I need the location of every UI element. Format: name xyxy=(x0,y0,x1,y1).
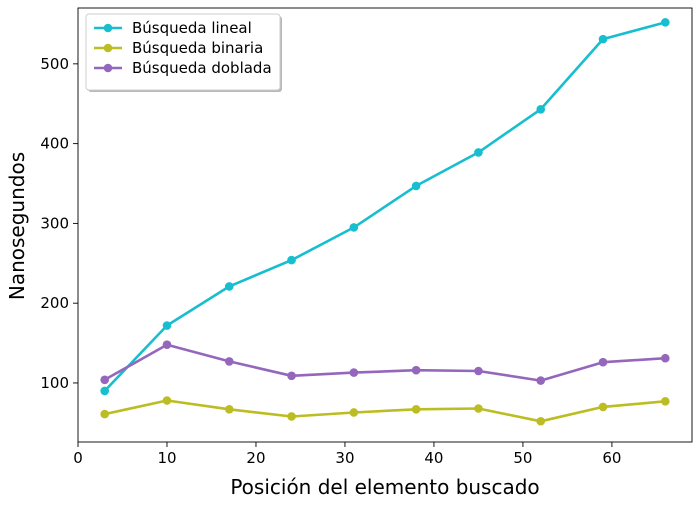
data-point xyxy=(162,321,172,330)
plot-frame xyxy=(77,7,693,443)
data-point xyxy=(349,368,359,377)
data-point xyxy=(224,357,234,366)
legend-marker xyxy=(103,23,113,33)
data-point xyxy=(661,18,670,27)
data-point xyxy=(349,408,359,417)
data-point xyxy=(411,365,421,375)
data-point xyxy=(411,181,421,191)
data-point xyxy=(100,375,109,385)
x-tick-label: 10 xyxy=(157,449,176,467)
legend-label: Búsqueda binaria xyxy=(132,39,263,57)
legend-marker xyxy=(103,43,113,53)
x-tick-label: 40 xyxy=(424,449,443,467)
data-point xyxy=(536,376,546,385)
series-line xyxy=(103,399,667,423)
legend-box xyxy=(85,13,281,91)
data-point xyxy=(536,105,546,114)
series-2 xyxy=(100,396,670,426)
data-point xyxy=(287,412,296,421)
x-tick-label: 60 xyxy=(602,449,621,467)
data-point xyxy=(162,396,172,405)
data-point xyxy=(224,282,234,291)
data-point xyxy=(474,366,483,376)
data-point xyxy=(598,357,608,367)
legend: Búsqueda lineal Búsqueda binaria Búsqueda … xyxy=(85,13,282,92)
y-axis-label: Nanosegundos xyxy=(5,152,29,300)
x-tick-label: 0 xyxy=(73,449,83,467)
y-tick-label: 500 xyxy=(40,55,69,73)
legend-item: Búsqueda lineal xyxy=(94,19,252,37)
y-tick-label: 200 xyxy=(40,294,69,312)
y-tick-label: 100 xyxy=(40,374,69,392)
x-axis-label: Posición del elemento buscado xyxy=(230,475,539,499)
legend-item: Búsqueda binaria xyxy=(94,39,263,57)
legend-marker xyxy=(103,63,113,73)
data-point xyxy=(287,371,296,381)
data-point xyxy=(100,409,109,419)
data-point xyxy=(224,404,234,414)
data-point xyxy=(661,353,670,363)
data-point xyxy=(598,34,608,44)
data-point xyxy=(661,397,670,406)
series-1 xyxy=(100,18,670,396)
data-point xyxy=(349,223,359,232)
series-line xyxy=(103,21,667,393)
series-line xyxy=(103,343,667,382)
y-tick-label: 300 xyxy=(40,214,69,232)
data-point xyxy=(598,402,608,412)
x-axis: 0 10 20 30 40 50 60 xyxy=(73,442,621,467)
legend-item: Búsqueda doblada xyxy=(94,59,272,77)
plot-area-border xyxy=(77,7,693,443)
y-axis: 100 200 300 400 500 xyxy=(40,55,78,392)
data-point xyxy=(474,148,483,157)
data-point xyxy=(474,404,483,413)
data-point xyxy=(287,255,296,265)
legend-label: Búsqueda doblada xyxy=(132,59,272,77)
series-layer xyxy=(100,18,670,426)
series-3 xyxy=(100,340,670,385)
data-point xyxy=(536,416,546,426)
data-point xyxy=(411,404,421,414)
y-tick-label: 400 xyxy=(40,135,69,153)
data-point xyxy=(100,386,109,396)
x-tick-label: 50 xyxy=(513,449,532,467)
data-point xyxy=(162,340,172,349)
x-tick-label: 20 xyxy=(246,449,265,467)
legend-label: Búsqueda lineal xyxy=(132,19,252,37)
x-tick-label: 30 xyxy=(335,449,354,467)
